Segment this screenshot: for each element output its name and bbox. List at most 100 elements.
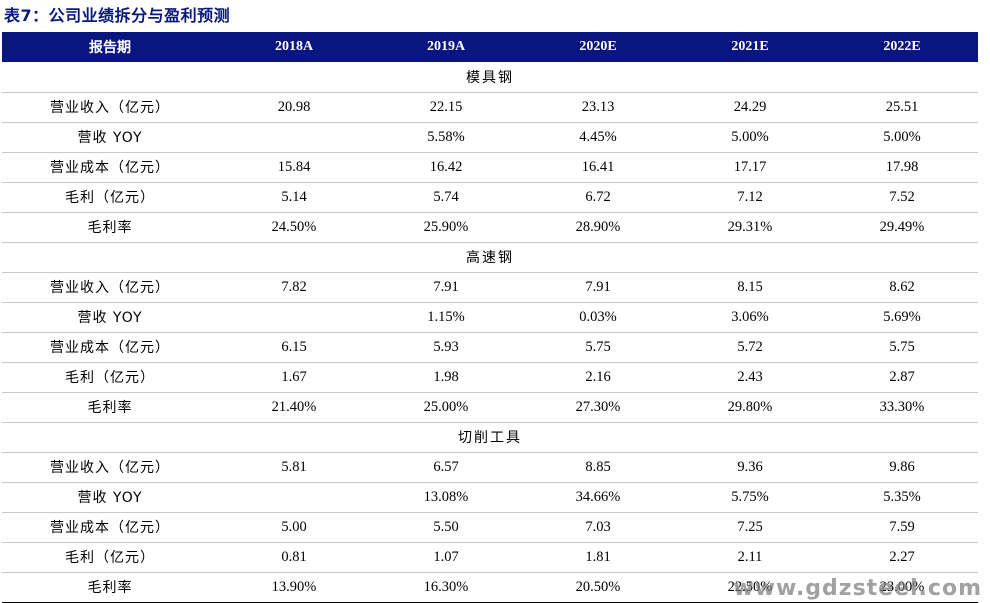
column-header: 2018A — [274, 39, 314, 54]
table-cell: 5.75 — [522, 332, 674, 363]
table-cell: 29.31% — [674, 212, 826, 243]
table-cell: 2.11 — [674, 542, 826, 573]
table-row: 营业成本（亿元） 5.00 5.50 7.03 7.25 7.59 — [2, 512, 978, 543]
table-cell: 8.15 — [674, 272, 826, 303]
table-cell: 2.27 — [826, 542, 978, 573]
table-cell: 9.86 — [826, 452, 978, 483]
table-cell: 0.03% — [522, 302, 674, 333]
table-cell: 6.72 — [522, 182, 674, 213]
table-header-row: 报告期 2018A 2019A 2020E 2021E 2022E — [2, 32, 978, 62]
table-cell: 4.45% — [522, 122, 674, 153]
table-cell: 27.30% — [522, 392, 674, 423]
table-cell: 16.30% — [370, 572, 522, 603]
table-cell — [218, 302, 370, 333]
table-cell: 7.52 — [826, 182, 978, 213]
table-cell: 1.67 — [218, 362, 370, 393]
table-cell: 5.14 — [218, 182, 370, 213]
table-cell: 6.15 — [218, 332, 370, 363]
table-row: 营业收入（亿元） 20.98 22.15 23.13 24.29 25.51 — [2, 92, 978, 123]
table-cell — [218, 122, 370, 153]
table-row: 营业成本（亿元） 15.84 16.42 16.41 17.17 17.98 — [2, 152, 978, 183]
table-cell: 25.51 — [826, 92, 978, 123]
table-cell: 7.25 — [674, 512, 826, 543]
section-header-row: 模具钢 — [2, 62, 978, 93]
table-cell: 1.07 — [370, 542, 522, 573]
table-cell: 29.80% — [674, 392, 826, 423]
section-name: 模具钢 — [2, 62, 978, 93]
section-header-row: 切削工具 — [2, 422, 978, 453]
table-cell: 1.15% — [370, 302, 522, 333]
table-cell: 5.72 — [674, 332, 826, 363]
table-cell: 5.50 — [370, 512, 522, 543]
table-cell: 23.00% — [826, 572, 978, 603]
row-label: 毛利（亿元） — [2, 362, 218, 393]
table-row: 毛利（亿元） 5.14 5.74 6.72 7.12 7.52 — [2, 182, 978, 213]
section-header-row: 高速钢 — [2, 242, 978, 273]
row-label: 营业收入（亿元） — [2, 92, 218, 123]
table-title: 表7：公司业绩拆分与盈利预测 — [4, 6, 231, 25]
table-cell: 7.03 — [522, 512, 674, 543]
row-label: 营收 YOY — [2, 302, 218, 333]
table-cell: 8.85 — [522, 452, 674, 483]
table-cell: 16.42 — [370, 152, 522, 183]
table-cell: 24.29 — [674, 92, 826, 123]
table-cell: 2.43 — [674, 362, 826, 393]
forecast-table: 报告期 2018A 2019A 2020E 2021E 2022E 模具钢 营业… — [2, 32, 978, 603]
table-cell: 5.00% — [826, 122, 978, 153]
table-cell: 5.75% — [674, 482, 826, 513]
table-cell: 2.16 — [522, 362, 674, 393]
table-cell: 29.49% — [826, 212, 978, 243]
row-label: 毛利率 — [2, 212, 218, 243]
row-label: 营收 YOY — [2, 482, 218, 513]
table-cell: 34.66% — [522, 482, 674, 513]
table-cell: 24.50% — [218, 212, 370, 243]
table-cell: 6.57 — [370, 452, 522, 483]
table-cell: 17.98 — [826, 152, 978, 183]
table-cell: 33.30% — [826, 392, 978, 423]
column-header: 2019A — [426, 39, 466, 54]
table-cell: 0.81 — [218, 542, 370, 573]
table-cell: 5.00 — [218, 512, 370, 543]
row-label: 营业收入（亿元） — [2, 452, 218, 483]
table-cell: 21.40% — [218, 392, 370, 423]
row-label: 营业成本（亿元） — [2, 332, 218, 363]
row-label: 毛利率 — [2, 572, 218, 603]
row-label: 毛利（亿元） — [2, 542, 218, 573]
row-label: 营业成本（亿元） — [2, 512, 218, 543]
table-cell: 22.15 — [370, 92, 522, 123]
row-label: 营业成本（亿元） — [2, 152, 218, 183]
table-cell: 25.00% — [370, 392, 522, 423]
table-row: 毛利率 24.50% 25.90% 28.90% 29.31% 29.49% — [2, 212, 978, 243]
table-cell: 5.58% — [370, 122, 522, 153]
table-cell: 3.06% — [674, 302, 826, 333]
row-label: 营收 YOY — [2, 122, 218, 153]
section-name: 切削工具 — [2, 422, 978, 453]
table-row: 毛利率 21.40% 25.00% 27.30% 29.80% 33.30% — [2, 392, 978, 423]
table-cell: 20.98 — [218, 92, 370, 123]
table-cell: 7.91 — [370, 272, 522, 303]
table-cell: 5.35% — [826, 482, 978, 513]
column-header: 2020E — [579, 39, 617, 54]
table-row: 营收 YOY 13.08% 34.66% 5.75% 5.35% — [2, 482, 978, 513]
table-row: 营业收入（亿元） 7.82 7.91 7.91 8.15 8.62 — [2, 272, 978, 303]
column-header: 报告期 — [89, 40, 131, 56]
table-cell: 5.74 — [370, 182, 522, 213]
table-cell: 8.62 — [826, 272, 978, 303]
table-cell: 2.87 — [826, 362, 978, 393]
table-cell: 7.91 — [522, 272, 674, 303]
table-cell: 7.59 — [826, 512, 978, 543]
table-cell: 7.82 — [218, 272, 370, 303]
table-row: 毛利（亿元） 1.67 1.98 2.16 2.43 2.87 — [2, 362, 978, 393]
table-cell: 5.00% — [674, 122, 826, 153]
table-cell: 1.81 — [522, 542, 674, 573]
table-cell: 23.13 — [522, 92, 674, 123]
row-label: 营业收入（亿元） — [2, 272, 218, 303]
table-row: 营收 YOY 5.58% 4.45% 5.00% 5.00% — [2, 122, 978, 153]
table-cell: 13.08% — [370, 482, 522, 513]
table-row: 毛利率 13.90% 16.30% 20.50% 22.50% 23.00% — [2, 572, 978, 603]
column-header: 2022E — [883, 39, 921, 54]
table-cell: 9.36 — [674, 452, 826, 483]
column-header: 2021E — [731, 39, 769, 54]
table-cell: 1.98 — [370, 362, 522, 393]
table-row: 营收 YOY 1.15% 0.03% 3.06% 5.69% — [2, 302, 978, 333]
